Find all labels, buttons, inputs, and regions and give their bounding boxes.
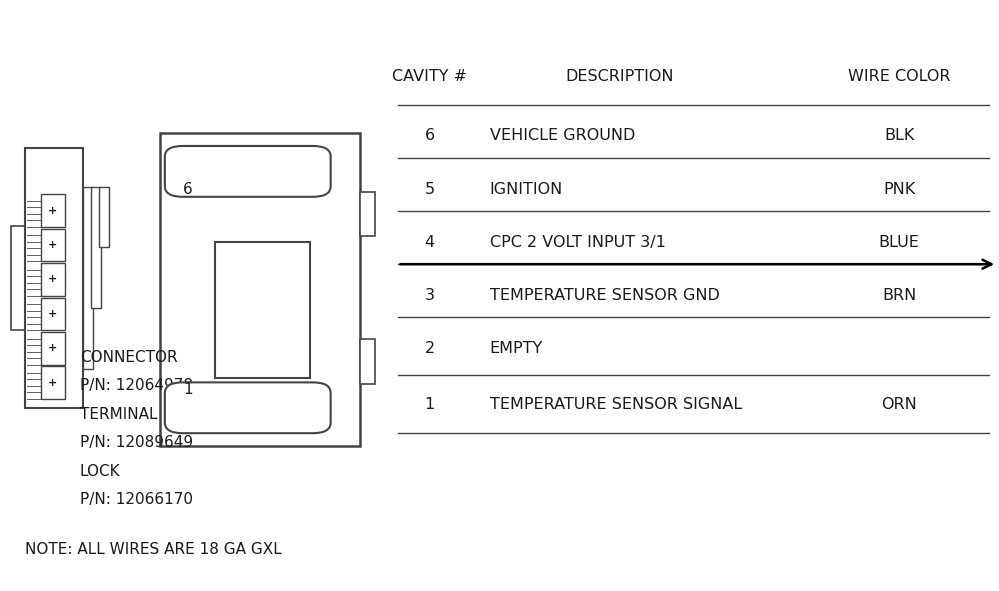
Text: NOTE: ALL WIRES ARE 18 GA GXL: NOTE: ALL WIRES ARE 18 GA GXL xyxy=(25,542,282,557)
Text: WIRE COLOR: WIRE COLOR xyxy=(848,69,950,85)
Text: DESCRIPTION: DESCRIPTION xyxy=(565,69,673,85)
Text: 3: 3 xyxy=(425,288,435,303)
Text: 1: 1 xyxy=(425,397,435,413)
Bar xyxy=(41,229,65,261)
Text: CPC 2 VOLT INPUT 3/1: CPC 2 VOLT INPUT 3/1 xyxy=(490,235,665,250)
Text: EMPTY: EMPTY xyxy=(490,341,542,356)
Text: BLK: BLK xyxy=(884,128,914,144)
Text: +: + xyxy=(48,343,58,353)
Bar xyxy=(360,339,375,384)
Text: 6: 6 xyxy=(183,182,193,197)
FancyBboxPatch shape xyxy=(165,146,331,197)
Text: +: + xyxy=(48,206,58,216)
Text: CAVITY #: CAVITY # xyxy=(392,69,468,85)
Text: 2: 2 xyxy=(425,341,435,356)
Text: 4: 4 xyxy=(425,235,435,250)
Text: P/N: 12066170: P/N: 12066170 xyxy=(80,492,193,507)
Bar xyxy=(160,133,360,446)
Text: +: + xyxy=(48,378,58,388)
Text: BLUE: BLUE xyxy=(879,235,919,250)
Bar xyxy=(83,226,93,330)
Text: +: + xyxy=(48,309,58,319)
Text: 5: 5 xyxy=(425,181,435,197)
Bar xyxy=(11,226,25,330)
Bar xyxy=(41,194,65,227)
Bar xyxy=(41,263,65,296)
Text: TERMINAL: TERMINAL xyxy=(80,407,158,422)
Text: P/N: 12089649: P/N: 12089649 xyxy=(80,435,193,450)
Text: IGNITION: IGNITION xyxy=(490,181,562,197)
Bar xyxy=(41,366,65,399)
Bar xyxy=(99,187,109,248)
Bar xyxy=(215,242,310,378)
Text: TEMPERATURE SENSOR SIGNAL: TEMPERATURE SENSOR SIGNAL xyxy=(490,397,742,413)
Text: BRN: BRN xyxy=(882,288,916,303)
Bar xyxy=(83,187,93,369)
Bar xyxy=(360,192,375,236)
Bar xyxy=(91,187,101,308)
Text: ORN: ORN xyxy=(881,397,917,413)
Text: +: + xyxy=(48,240,58,250)
Text: VEHICLE GROUND: VEHICLE GROUND xyxy=(490,128,635,144)
Text: P/N: 12064978: P/N: 12064978 xyxy=(80,378,193,394)
Text: PNK: PNK xyxy=(883,181,915,197)
Text: CONNECTOR: CONNECTOR xyxy=(80,350,178,365)
Text: 6: 6 xyxy=(425,128,435,144)
FancyBboxPatch shape xyxy=(165,382,331,433)
Text: 1: 1 xyxy=(183,382,193,397)
Bar xyxy=(41,332,65,365)
Text: LOCK: LOCK xyxy=(80,463,121,479)
Text: TEMPERATURE SENSOR GND: TEMPERATURE SENSOR GND xyxy=(490,288,719,303)
Bar xyxy=(41,298,65,330)
Text: +: + xyxy=(48,274,58,284)
Bar xyxy=(25,148,83,408)
